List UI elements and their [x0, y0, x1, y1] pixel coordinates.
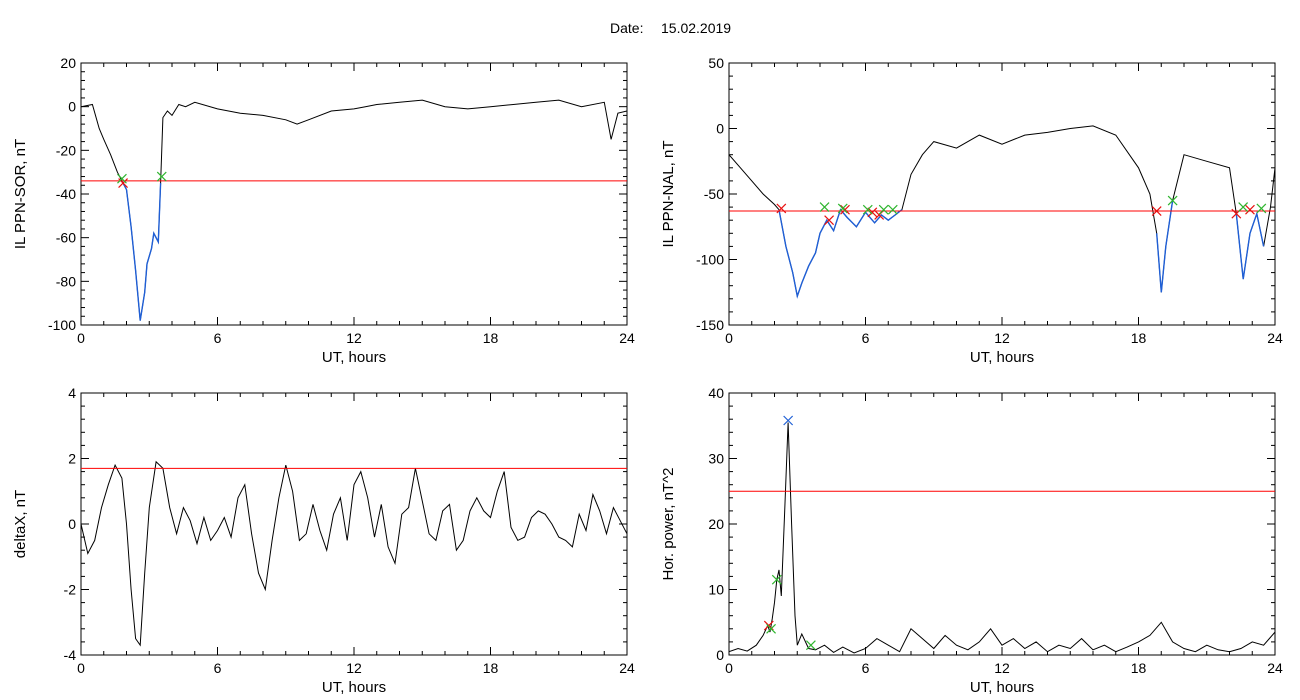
nal-marker-start	[1151, 206, 1162, 216]
date-value: 15.02.2019	[661, 20, 731, 36]
nal-marker-start	[867, 207, 878, 218]
sor-series-highlight	[121, 180, 162, 321]
power-marker-end	[771, 574, 782, 585]
power-xtick-label: 12	[994, 660, 1010, 676]
sor-axes-frame	[80, 62, 628, 326]
sor-series-trace	[81, 99, 627, 321]
power-series-trace	[729, 422, 1275, 654]
power-ytick-label: 20	[708, 516, 724, 532]
nal-marker-end	[819, 202, 830, 213]
power-ytick-label: 30	[708, 451, 724, 467]
sor-xtick-label: 12	[346, 330, 362, 346]
nal-marker-end	[1238, 202, 1249, 213]
sor-panel: 0 6 12 18 24 -100 -80 -60 -40 -20 0 20 UT, hours IL P…	[12, 55, 635, 366]
nal-axes-frame	[728, 62, 1276, 326]
nal-ytick-label: -150	[696, 317, 724, 333]
nal-marker-end	[837, 203, 848, 214]
power-xtick-label: 24	[1267, 660, 1283, 676]
sor-ytick-label: -20	[56, 142, 76, 158]
deltax-ytick-label: 2	[68, 451, 76, 467]
sor-y-axis-label: IL PPN-SOR, nT	[12, 139, 29, 249]
nal-series-highlight	[1235, 211, 1265, 280]
sor-marker-end	[156, 171, 167, 182]
power-plot-area	[729, 415, 1275, 654]
power-ytick-label: 40	[708, 385, 724, 401]
nal-series-highlight	[1156, 200, 1174, 293]
power-marker-peak	[783, 415, 794, 426]
deltax-ytick-label: -2	[64, 582, 77, 598]
deltax-series-trace	[81, 460, 627, 647]
nal-panel: 0 6 12 18 24 -150 -100 -50 0 50 UT, hours IL PPN-NA…	[660, 55, 1283, 366]
deltax-plot-area	[81, 460, 627, 647]
power-panel: 0 6 12 18 24 0 10 20 30 40 UT, hours Hor. power, nT…	[660, 385, 1283, 696]
nal-x-axis-label: UT, hours	[970, 349, 1034, 366]
sor-xtick-label: 0	[77, 330, 85, 346]
nal-ytick-label: -100	[696, 252, 724, 268]
nal-marker-end	[862, 204, 873, 215]
nal-marker-end	[887, 204, 898, 215]
power-ytick-label: 10	[708, 582, 724, 598]
deltax-ytick-label: -4	[64, 647, 77, 663]
nal-y-axis-label: IL PPN-NAL, nT	[660, 141, 677, 248]
nal-marker-end	[1167, 195, 1178, 206]
date-label: Date:	[610, 20, 643, 36]
deltax-xtick-label: 18	[483, 660, 499, 676]
sor-ytick-label: -60	[56, 230, 76, 246]
sor-xtick-label: 24	[619, 330, 635, 346]
nal-plot-area	[729, 125, 1275, 299]
sor-ytick-label: -80	[56, 273, 76, 289]
sor-ytick-label: 0	[68, 99, 76, 115]
sor-ytick-label: -40	[56, 186, 76, 202]
nal-marker-end	[878, 204, 889, 215]
nal-marker-start	[840, 204, 850, 215]
nal-marker-start	[776, 203, 787, 214]
nal-xtick-label: 6	[862, 330, 870, 346]
deltax-y-axis-label: deltaX, nT	[12, 490, 29, 558]
nal-ytick-label: 50	[708, 55, 724, 71]
power-y-axis-label: Hor. power, nT^2	[660, 468, 677, 581]
power-marker-end	[766, 623, 777, 634]
power-xtick-label: 18	[1131, 660, 1147, 676]
nal-ytick-label: 0	[716, 121, 724, 137]
deltax-xtick-label: 12	[346, 660, 362, 676]
deltax-xtick-label: 0	[77, 660, 85, 676]
nal-xtick-label: 0	[725, 330, 733, 346]
sor-marker-end	[117, 173, 127, 184]
nal-marker-end	[1256, 203, 1267, 214]
sor-xtick-label: 6	[214, 330, 222, 346]
deltax-axes-frame	[80, 392, 628, 656]
sor-ytick-label: 20	[60, 55, 76, 71]
nal-xtick-label: 18	[1131, 330, 1147, 346]
power-xtick-label: 0	[725, 660, 733, 676]
sor-ytick-label: -100	[48, 317, 76, 333]
nal-marker-start	[1245, 204, 1255, 215]
power-x-axis-label: UT, hours	[970, 679, 1034, 696]
deltax-ytick-label: 4	[68, 385, 76, 401]
deltax-xtick-label: 24	[619, 660, 635, 676]
nal-series-highlight	[778, 208, 903, 299]
sor-xtick-label: 18	[483, 330, 499, 346]
power-ytick-label: 0	[716, 647, 724, 663]
nal-xtick-label: 24	[1267, 330, 1283, 346]
deltax-xtick-label: 6	[214, 660, 222, 676]
nal-marker-start	[824, 215, 835, 226]
deltax-ytick-label: 0	[68, 516, 76, 532]
power-axes-frame	[728, 392, 1276, 656]
sor-x-axis-label: UT, hours	[322, 349, 386, 366]
power-marker-end	[805, 640, 816, 651]
nal-xtick-label: 12	[994, 330, 1010, 346]
sor-plot-area	[81, 99, 627, 321]
nal-ytick-label: -50	[704, 186, 724, 202]
power-xtick-label: 6	[862, 660, 870, 676]
deltax-x-axis-label: UT, hours	[322, 679, 386, 696]
